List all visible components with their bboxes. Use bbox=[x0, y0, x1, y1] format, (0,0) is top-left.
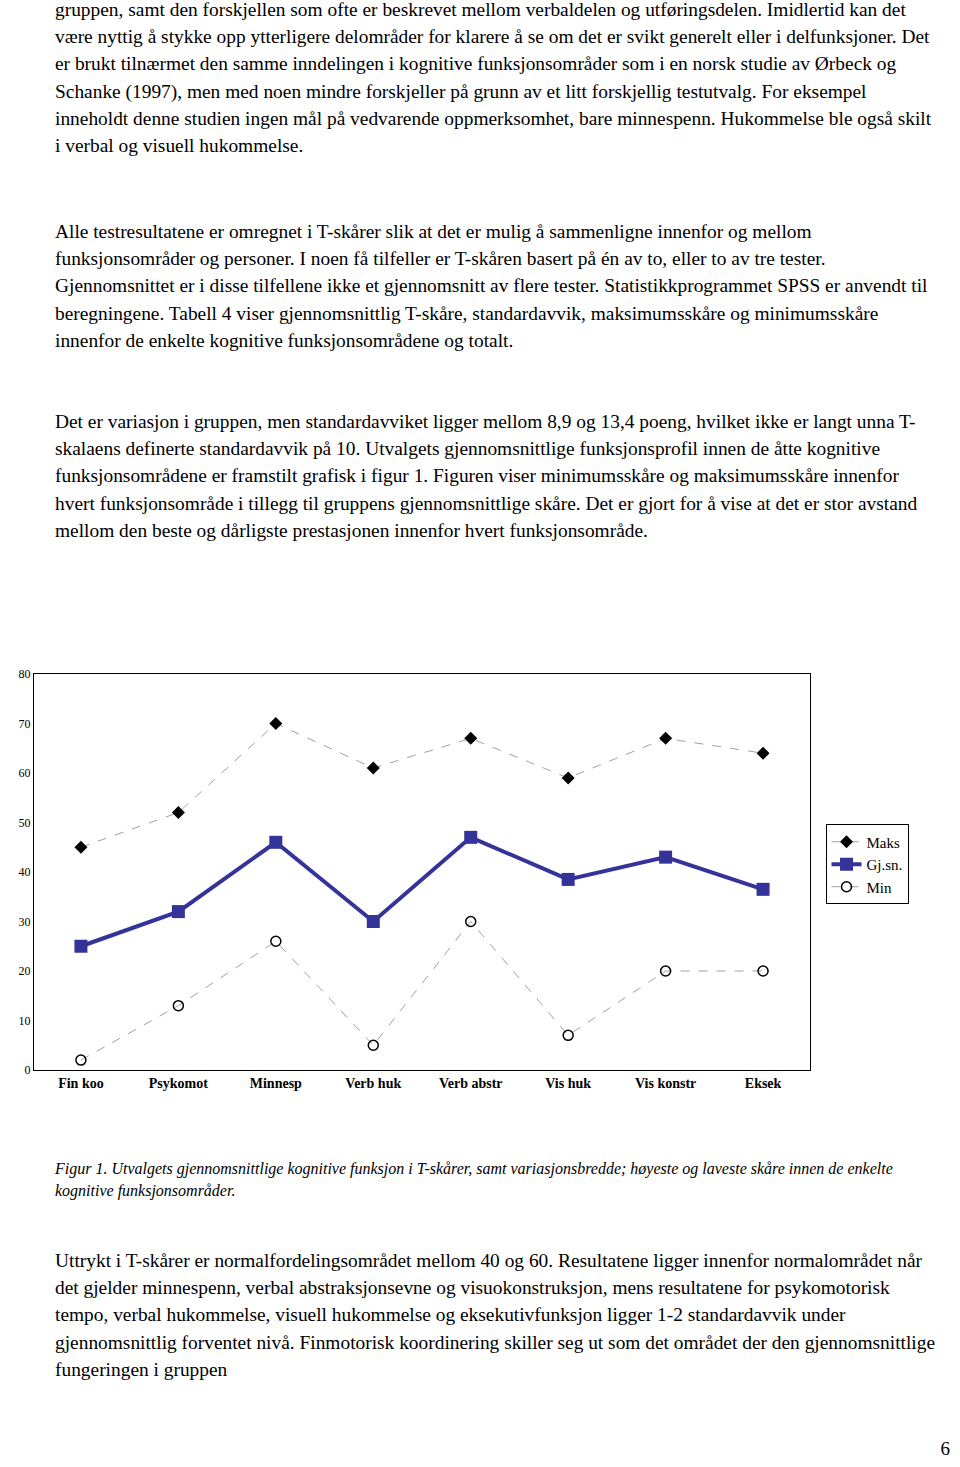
html-text:gruppen, samt den forskjellen: gruppen, samt den forskjellen som ofte e… bbox=[55, 0, 932, 156]
svg-text:Vis konstr: Vis konstr bbox=[635, 1076, 696, 1091]
svg-text:Verb abstr: Verb abstr bbox=[439, 1076, 503, 1091]
svg-text:0: 0 bbox=[25, 1063, 31, 1077]
svg-text:80: 80 bbox=[19, 667, 31, 681]
svg-text:30: 30 bbox=[19, 915, 31, 929]
html-text:Uttrykt i T-skårer er normalfo: Uttrykt i T-skårer er normalfordelingsom… bbox=[55, 1250, 935, 1380]
svg-text:Verb huk: Verb huk bbox=[345, 1076, 401, 1091]
svg-text:50: 50 bbox=[19, 816, 31, 830]
svg-text:Maks: Maks bbox=[867, 835, 900, 851]
svg-text:Fin koo: Fin koo bbox=[58, 1076, 104, 1091]
svg-text:10: 10 bbox=[19, 1014, 31, 1028]
svg-text:Minnesp: Minnesp bbox=[250, 1076, 302, 1091]
html-text:Det er variasjon i gruppen, me: Det er variasjon i gruppen, men standard… bbox=[55, 411, 918, 541]
html-text:Alle testresultatene er omregn: Alle testresultatene er omregnet i T-skå… bbox=[55, 221, 928, 351]
html-text:6: 6 bbox=[940, 1438, 950, 1459]
svg-text:Vis huk: Vis huk bbox=[545, 1076, 591, 1091]
svg-text:60: 60 bbox=[19, 766, 31, 780]
svg-text:Min: Min bbox=[867, 880, 893, 896]
svg-text:20: 20 bbox=[19, 964, 31, 978]
svg-text:70: 70 bbox=[19, 717, 31, 731]
svg-text:Eksek: Eksek bbox=[745, 1076, 782, 1091]
svg-text:Gj.sn.: Gj.sn. bbox=[867, 857, 903, 873]
svg-text:Psykomot: Psykomot bbox=[149, 1076, 208, 1091]
html-text:Figur 1. Utvalgets gjennomsnit: Figur 1. Utvalgets gjennomsnittlige kogn… bbox=[55, 1160, 893, 1199]
svg-text:40: 40 bbox=[19, 865, 31, 879]
